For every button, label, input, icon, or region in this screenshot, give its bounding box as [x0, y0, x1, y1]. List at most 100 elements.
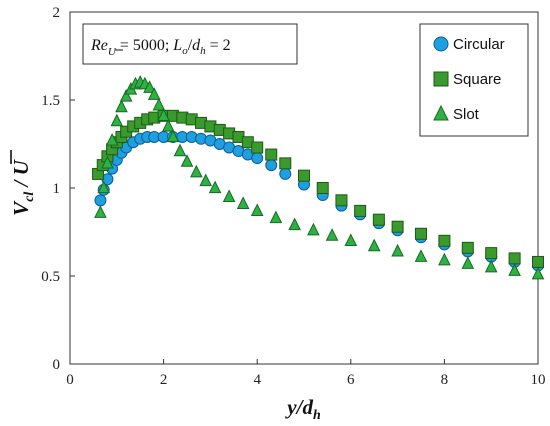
data-point-slot [222, 189, 236, 202]
data-point-square [461, 241, 474, 254]
data-point-circular [265, 159, 278, 172]
data-point-slot [461, 256, 475, 269]
data-point-square [508, 252, 521, 265]
legend-items: Circular Square Slot [433, 36, 505, 123]
data-point-slot [391, 243, 404, 257]
legend-label-circular: Circular [453, 36, 505, 53]
y-tick-label: 2 [53, 5, 61, 21]
x-axis-title-subscript: h [313, 408, 321, 423]
data-point-slot [484, 259, 498, 273]
y-axis-title: Vcl / U [9, 158, 37, 215]
data-point-square [298, 169, 310, 182]
data-point-slot [288, 217, 301, 231]
data-point-slot [147, 87, 161, 100]
annotation-text: ReU = 5000; Lo/dh = 2 [90, 37, 231, 58]
annotation-re-value: = 5000; [116, 37, 173, 54]
data-point-slot [110, 113, 124, 127]
legend: Circular Square Slot [419, 23, 529, 137]
data-point-circular [94, 194, 107, 207]
legend-label-square: Square [453, 71, 501, 88]
data-point-slot [115, 99, 128, 113]
data-point-square [251, 141, 264, 154]
data-point-slot [269, 210, 283, 224]
data-point-square [372, 213, 385, 226]
data-point-slot [157, 108, 170, 122]
x-axis-title: y/dh [284, 395, 321, 423]
data-point-slot [208, 180, 222, 194]
data-point-slot [143, 80, 156, 93]
annotation-slash: / [188, 37, 193, 54]
y-tick-label: 0 [53, 357, 61, 373]
x-tick-label: 4 [253, 372, 261, 388]
annotation-lo: L [172, 37, 182, 54]
annotation-lo-subscript: o [182, 45, 188, 57]
data-point-slot [367, 238, 381, 252]
legend-marker-slot [433, 104, 449, 121]
x-axis-title-slash: / [295, 395, 305, 419]
y-tick-label: 0.5 [41, 269, 60, 285]
data-point-slot [180, 154, 194, 167]
y-axis-title-group: Vcl / U [9, 150, 37, 216]
data-point-slot [250, 203, 264, 217]
x-tick-label: 2 [160, 372, 168, 388]
data-point-square [335, 194, 348, 207]
annotation-dh: d [192, 37, 201, 54]
annotation-frame [82, 23, 298, 65]
data-point-square [265, 148, 278, 161]
annotation-re: Re [90, 37, 108, 54]
data-point-square [485, 247, 498, 260]
y-axis-title-u: U [9, 158, 33, 175]
y-tick-label: 1 [53, 181, 61, 197]
data-point-slot [105, 133, 119, 146]
data-point-square [279, 157, 292, 170]
data-point-slot [414, 249, 428, 262]
x-axis-title-d: d [302, 395, 313, 419]
data-point-slot [344, 233, 358, 246]
data-point-slot [161, 118, 175, 132]
legend-marker-circular [433, 36, 449, 52]
data-point-slot [101, 155, 114, 169]
y-axis-title-slash: / [9, 175, 33, 191]
data-point-slot [190, 164, 203, 178]
data-point-slot [531, 266, 545, 280]
x-tick-label: 10 [531, 372, 546, 388]
x-axis-ticks: 0 2 4 6 8 10 [66, 359, 546, 388]
legend-label-slot: Slot [453, 106, 480, 123]
data-point-circular [279, 167, 292, 180]
data-point-square [438, 234, 451, 247]
y-axis-title-subscript: cl [22, 192, 37, 202]
data-point-slot [199, 173, 213, 187]
data-point-slot [173, 143, 187, 157]
data-point-square [532, 255, 544, 268]
data-point-slot [438, 252, 451, 266]
y-tick-label: 1.5 [41, 93, 60, 109]
data-point-square [415, 227, 427, 240]
x-tick-label: 8 [441, 372, 449, 388]
data-point-square [354, 204, 367, 217]
x-tick-label: 0 [66, 372, 74, 388]
data-point-slot [508, 263, 521, 276]
data-point-slot [97, 180, 111, 194]
x-axis-title-main: y [284, 395, 297, 419]
y-axis-title-main: V [9, 200, 33, 216]
data-point-square [316, 182, 329, 194]
annotation-re-subscript: U [108, 46, 117, 58]
data-point-slot [152, 97, 166, 111]
annotation-lo-value: = 2 [206, 37, 231, 54]
data-point-slot [307, 222, 320, 236]
data-point-slot [94, 205, 107, 218]
data-point-slot [166, 129, 180, 143]
x-tick-label: 6 [347, 372, 355, 388]
series-slot [94, 74, 545, 280]
legend-marker-square [433, 71, 449, 87]
data-point-square [391, 220, 404, 233]
y-axis-ticks: 0 0.5 1 1.5 2 [41, 5, 75, 373]
data-point-circular [251, 152, 264, 165]
annotation-dh-subscript: h [200, 45, 206, 57]
data-point-slot [236, 196, 250, 210]
data-point-slot [325, 228, 339, 241]
data-point-slot [119, 89, 133, 102]
annotation-box: ReU = 5000; Lo/dh = 2 [82, 23, 298, 65]
series-layer [92, 74, 545, 280]
